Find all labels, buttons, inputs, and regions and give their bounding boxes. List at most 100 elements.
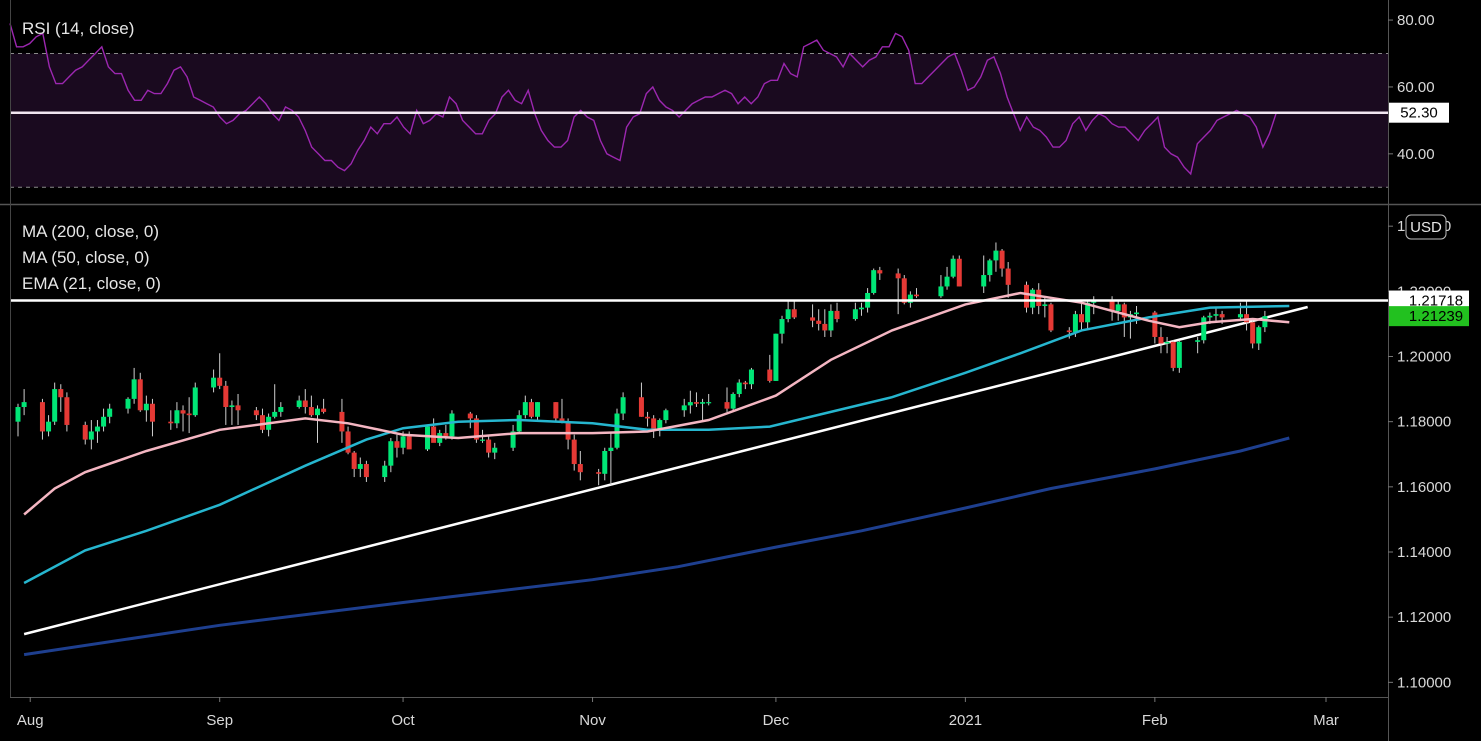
candle	[834, 302, 840, 323]
candle-body-down	[259, 415, 265, 430]
candle	[1048, 302, 1054, 333]
candle-body-up	[1256, 327, 1262, 344]
candle	[1024, 281, 1030, 313]
candle-body-down	[149, 403, 155, 422]
candle	[125, 397, 131, 414]
candle	[999, 248, 1005, 277]
candle-body-up	[1134, 312, 1140, 315]
candle	[993, 242, 999, 272]
candle	[913, 288, 919, 298]
candle	[773, 333, 779, 381]
rsi-axis[interactable]: 80.00 60.00 40.00	[1388, 12, 1435, 163]
candle-body-down	[559, 418, 565, 422]
candle	[602, 447, 608, 481]
candle	[1176, 340, 1182, 373]
candle	[1201, 315, 1207, 344]
candle-body-down	[1219, 314, 1225, 318]
candle	[308, 395, 314, 417]
ma50-line	[23, 304, 1290, 585]
candle	[816, 309, 822, 331]
candle	[522, 395, 528, 419]
candle	[473, 415, 479, 443]
candle-body-down	[767, 369, 773, 381]
candle	[467, 411, 473, 429]
candle-body-down	[486, 439, 492, 453]
candle	[15, 403, 21, 437]
price-axis-tick-label: 1.10000	[1397, 674, 1451, 691]
candle-body-up	[1176, 341, 1182, 368]
candle-body-up	[730, 393, 736, 409]
ema21-legend: EMA (21, close, 0)	[22, 274, 161, 293]
candle	[877, 266, 883, 280]
candle	[1256, 325, 1262, 350]
candle	[272, 384, 278, 419]
candle	[64, 392, 70, 432]
candle	[382, 460, 388, 482]
candle-body-down	[1121, 304, 1127, 318]
candle-body-down	[58, 389, 64, 398]
candle-body-up	[1201, 317, 1207, 341]
time-axis-tick-label: Sep	[206, 712, 233, 729]
candle	[1262, 310, 1268, 333]
candle	[700, 398, 706, 422]
time-axis-tick-label: Aug	[17, 712, 44, 729]
candle-body-up	[492, 447, 498, 453]
candle	[39, 398, 45, 440]
candle	[516, 410, 522, 434]
candle-body-up	[1262, 316, 1268, 328]
candle-body-down	[693, 402, 699, 404]
candle-body-up	[522, 402, 528, 416]
candle-body-down	[351, 452, 357, 469]
candle	[217, 353, 223, 390]
candle-body-up	[272, 411, 278, 417]
candle-body-up	[357, 464, 363, 469]
ma50-legend: MA (50, close, 0)	[22, 248, 150, 267]
resistance-tag: 1.21718	[1389, 290, 1469, 311]
candle-body-up	[736, 382, 742, 394]
candle-body-down	[1036, 289, 1042, 307]
candle	[785, 299, 791, 323]
candle	[192, 382, 198, 417]
candle-body-down	[308, 407, 314, 416]
candle	[724, 387, 730, 412]
candle	[296, 395, 302, 409]
candle-body-up	[15, 407, 21, 422]
time-axis-tick-label: Oct	[391, 712, 415, 729]
candle	[314, 405, 320, 443]
candle-body-down	[406, 436, 412, 450]
candle-body-up	[174, 410, 180, 424]
candle	[321, 398, 327, 414]
candle	[1079, 301, 1085, 331]
candle	[645, 411, 651, 427]
candle	[388, 437, 394, 473]
candle-body-up	[1091, 301, 1097, 303]
candle	[278, 402, 284, 417]
candle	[253, 407, 259, 421]
candle	[1036, 283, 1042, 315]
candle-body-down	[571, 439, 577, 465]
candle	[357, 457, 363, 478]
candle	[168, 410, 174, 430]
candle-body-up	[107, 408, 113, 417]
price-axis-tick-label: 1.20000	[1397, 349, 1451, 366]
candle-body-up	[143, 403, 149, 411]
candle	[52, 382, 58, 425]
candle	[101, 408, 107, 432]
candle	[614, 408, 620, 450]
candle-body-down	[431, 426, 437, 443]
candle	[1250, 320, 1256, 349]
time-axis[interactable]: Aug Sep Oct Nov Dec 2021 Feb Mar	[17, 697, 1339, 729]
candle-body-up	[602, 451, 608, 474]
candle	[852, 302, 858, 321]
resistance-value-label: 1.21718	[1409, 293, 1463, 310]
candle-body-up	[88, 431, 94, 440]
candle-body-up	[94, 426, 100, 432]
candle-body-down	[394, 441, 400, 448]
candle-body-up	[425, 426, 431, 450]
candle	[828, 304, 834, 337]
rsi-value-tag: 52.30	[1389, 102, 1449, 123]
candle	[981, 255, 987, 293]
candle-body-up	[663, 410, 669, 421]
currency-badge[interactable]: USD	[1405, 214, 1447, 240]
candle-body-up	[706, 402, 712, 404]
